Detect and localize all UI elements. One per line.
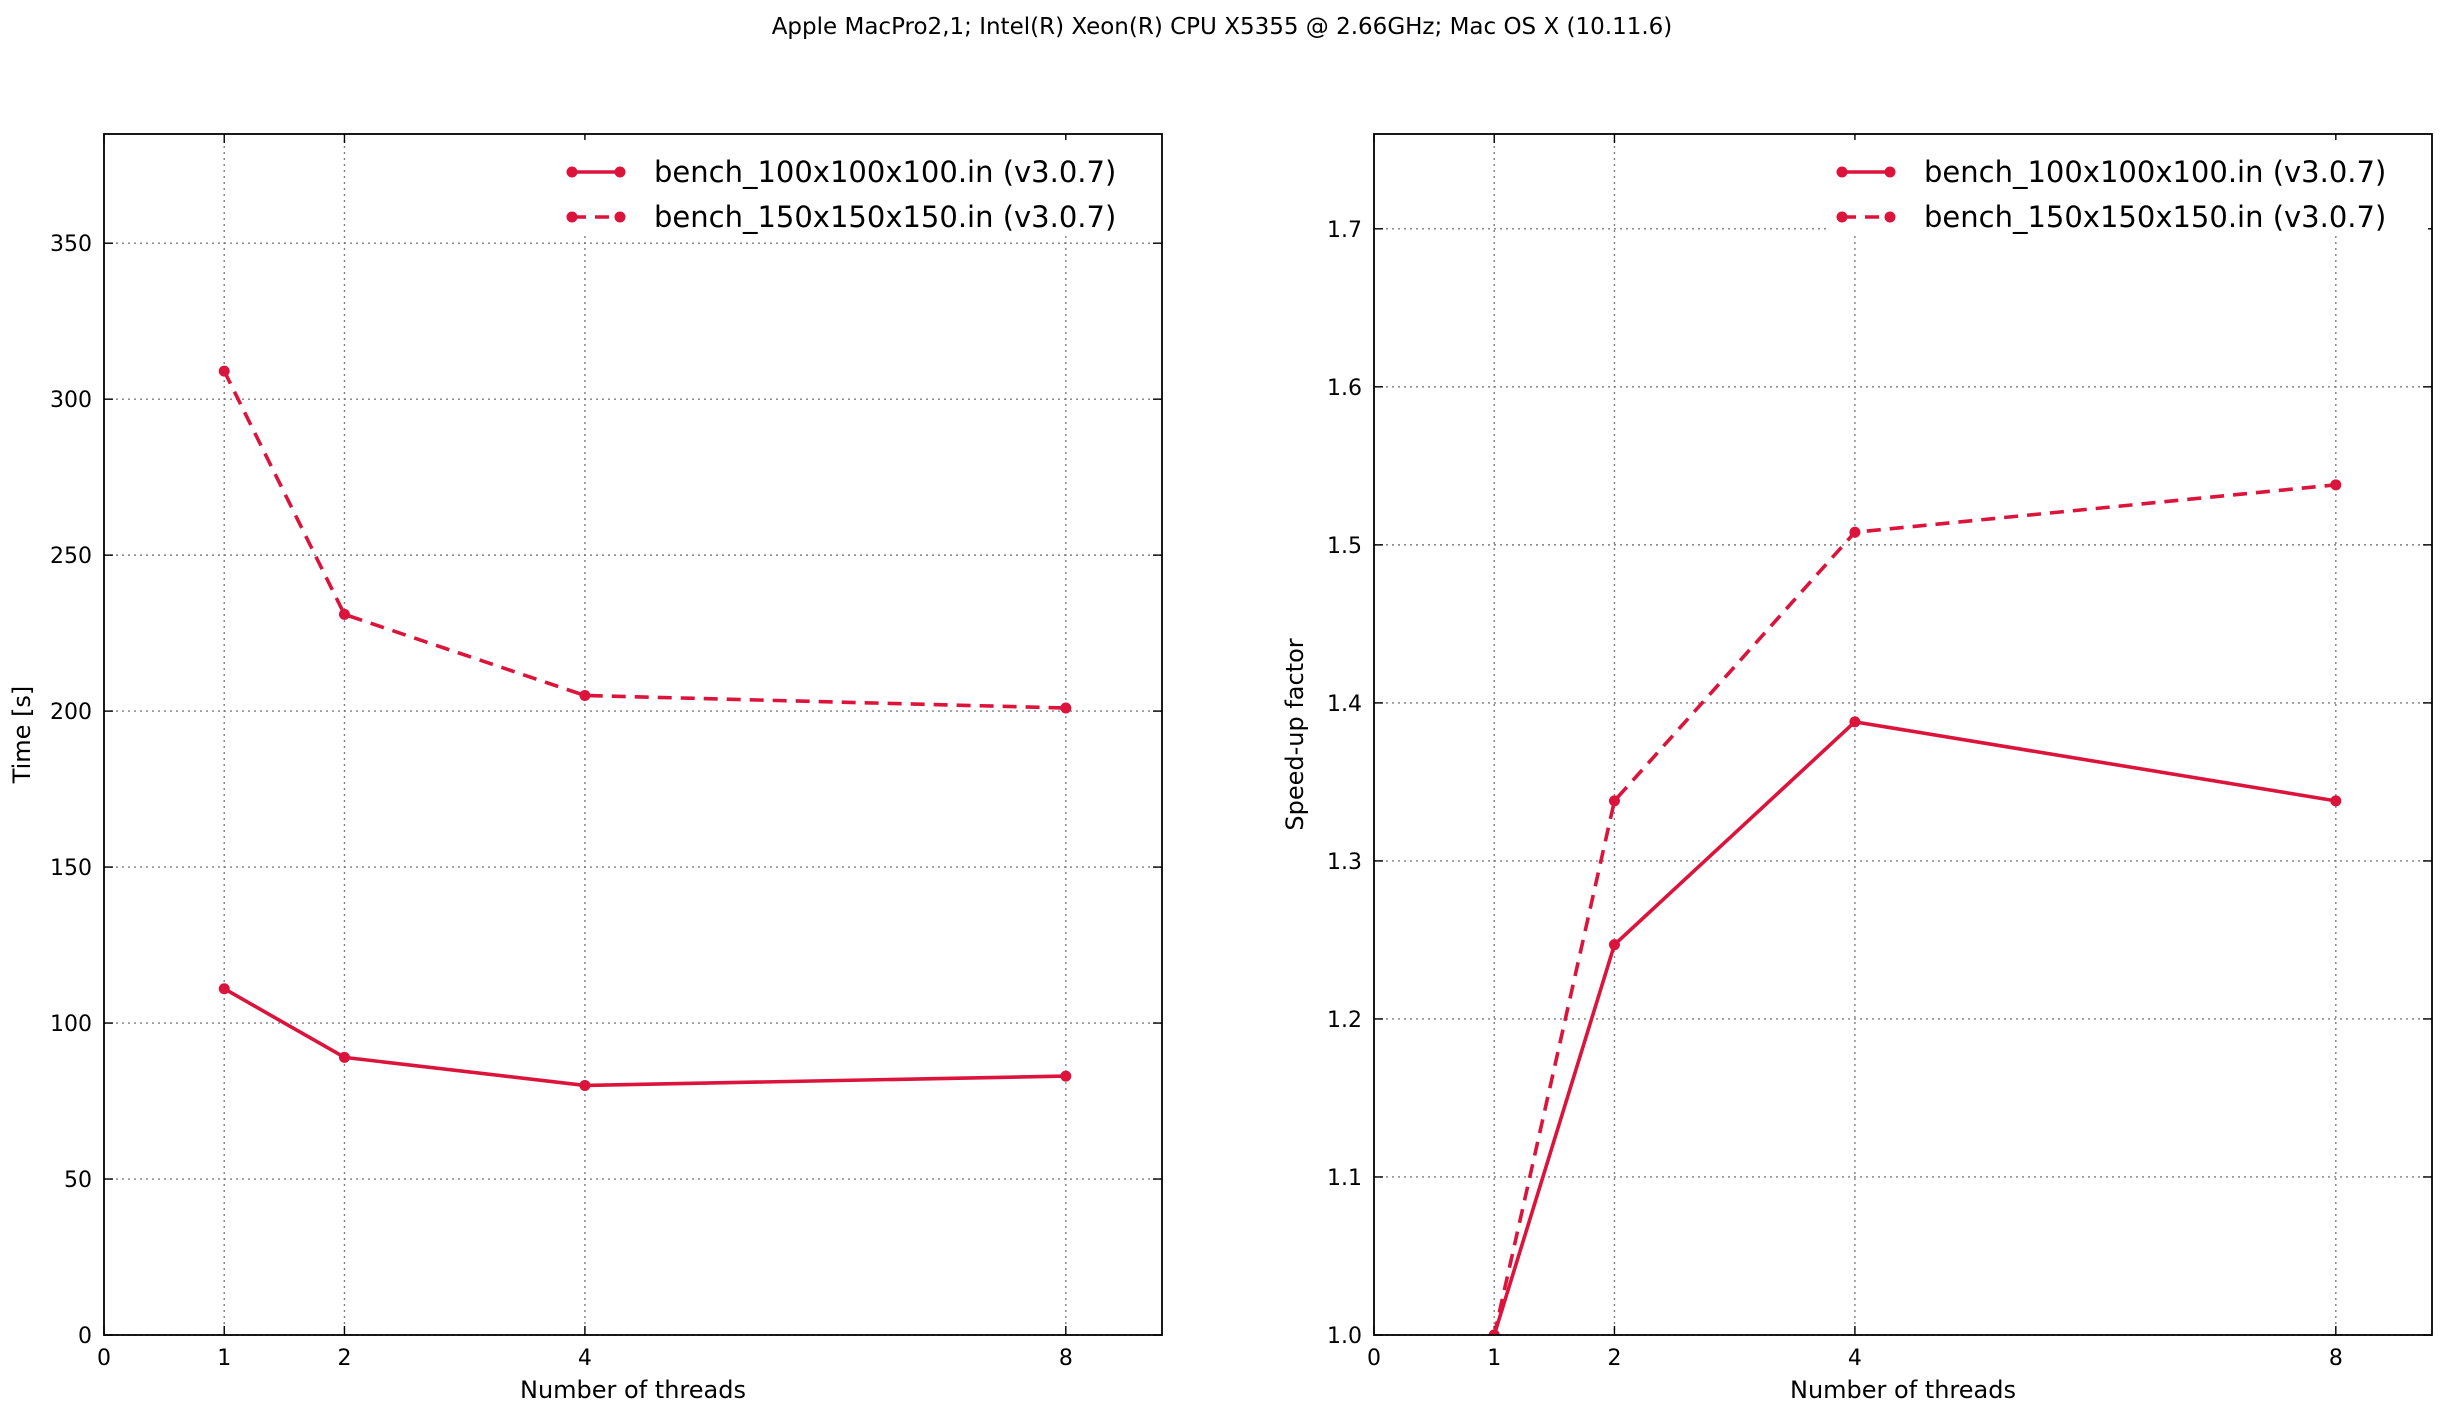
y-tick-label: 150 xyxy=(50,856,92,881)
x-tick-label: 8 xyxy=(1059,1346,1073,1371)
y-tick-label: 1.7 xyxy=(1327,218,1362,243)
data-point xyxy=(1849,716,1861,728)
y-axis-label: Speed-up factor xyxy=(1281,638,1309,830)
data-point xyxy=(2330,479,2342,491)
data-point xyxy=(2330,795,2342,807)
series-line-1 xyxy=(223,987,1066,1088)
legend-box xyxy=(1828,140,2428,236)
y-axis-label: Time [s] xyxy=(8,686,36,785)
x-tick-label: 8 xyxy=(2329,1346,2343,1371)
x-tick-label: 2 xyxy=(337,1346,351,1371)
legend-marker xyxy=(566,166,578,178)
x-tick-label: 0 xyxy=(1367,1346,1381,1371)
figure-suptitle: Apple MacPro2,1; Intel(R) Xeon(R) CPU X5… xyxy=(772,14,1673,40)
legend-box xyxy=(558,140,1158,236)
y-tick-label: 1.5 xyxy=(1327,534,1362,559)
y-tick-label: 1.4 xyxy=(1327,692,1362,717)
data-point xyxy=(1608,939,1620,951)
data-point xyxy=(338,1051,350,1063)
axes-frame xyxy=(1373,133,2433,1336)
y-tick-label: 300 xyxy=(50,388,92,413)
charts-container: 0 1 2 4 8 0 50 100 150 200 250 300 350 bench_100x100x… xyxy=(8,133,2433,1404)
series-layer xyxy=(1488,479,2342,1335)
data-point xyxy=(218,365,230,377)
legend-marker xyxy=(1884,166,1896,178)
y-tick-label: 200 xyxy=(50,700,92,725)
series-line-2 xyxy=(222,370,1066,710)
data-point xyxy=(1060,1070,1072,1082)
x-tick-label: 1 xyxy=(217,1346,231,1371)
x-axis-label: Number of threads xyxy=(520,1376,746,1404)
y-tick-label: 350 xyxy=(50,232,92,257)
x-tick-label: 0 xyxy=(97,1346,111,1371)
y-tick-label: 1.3 xyxy=(1327,850,1362,875)
y-tick-label: 1.1 xyxy=(1327,1166,1362,1191)
legend-label-1: bench_100x100x100.in (v3.0.7) xyxy=(1924,155,2386,189)
y-tick-label: 1.6 xyxy=(1327,376,1362,401)
data-point xyxy=(1849,526,1861,538)
data-point xyxy=(1608,795,1620,807)
data-point xyxy=(1488,1329,1500,1335)
y-tick-label: 1.0 xyxy=(1327,1324,1362,1349)
legend-marker xyxy=(614,166,626,178)
axes-frame xyxy=(103,133,1163,1336)
y-tick-label: 1.2 xyxy=(1327,1008,1362,1033)
legend-label-1: bench_100x100x100.in (v3.0.7) xyxy=(654,155,1116,189)
data-point xyxy=(579,1079,591,1091)
legend-label-2: bench_150x150x150.in (v3.0.7) xyxy=(1924,200,2386,234)
chart-panel-2: 0 1 2 4 8 1.0 1.1 1.2 1.3 1.4 1.5 1.6 1.7 bench_100x1… xyxy=(1281,133,2433,1404)
chart-panel-1: 0 1 2 4 8 0 50 100 150 200 250 300 350 bench_100x100x… xyxy=(8,133,1163,1404)
y-tick-label: 50 xyxy=(64,1168,92,1193)
y-tick-label: 100 xyxy=(50,1012,92,1037)
series-line-1 xyxy=(1492,720,2337,1335)
x-tick-label: 4 xyxy=(578,1346,592,1371)
legend-label-2: bench_150x150x150.in (v3.0.7) xyxy=(654,200,1116,234)
legend-marker xyxy=(614,211,626,223)
legend-marker xyxy=(1836,211,1848,223)
legend-marker xyxy=(1884,211,1896,223)
x-axis-label: Number of threads xyxy=(1790,1376,2016,1404)
y-tick-label: 0 xyxy=(78,1324,92,1349)
data-point xyxy=(338,608,350,620)
data-point xyxy=(1060,702,1072,714)
x-tick-label: 4 xyxy=(1848,1346,1862,1371)
legend-marker xyxy=(1836,166,1848,178)
x-tick-label: 2 xyxy=(1607,1346,1621,1371)
x-tick-label: 1 xyxy=(1487,1346,1501,1371)
data-point xyxy=(218,983,230,995)
legend-marker xyxy=(566,211,578,223)
series-line-2 xyxy=(1492,483,2336,1335)
series-layer xyxy=(218,365,1072,1091)
y-tick-label: 250 xyxy=(50,544,92,569)
data-point xyxy=(579,690,591,702)
